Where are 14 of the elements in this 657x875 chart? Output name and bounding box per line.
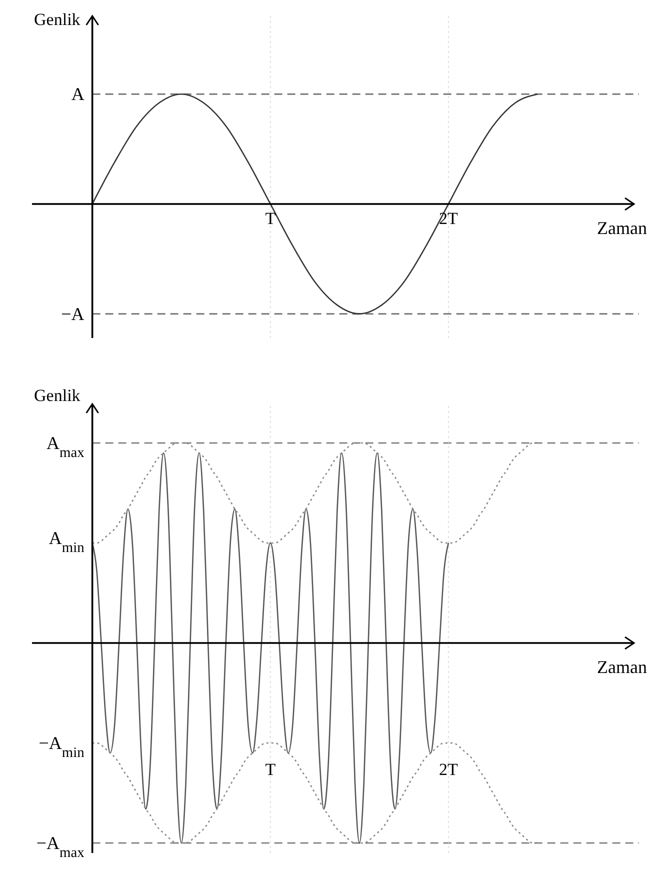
x-tick-label: T [265, 760, 276, 779]
x-tick-label: T [265, 208, 276, 228]
x-axis-title: Zaman [597, 657, 647, 677]
x-axis-title: Zaman [597, 218, 647, 238]
x-tick-label: 2T [439, 208, 459, 228]
text: −A$_{min}$ [38, 733, 84, 761]
y-axis-title: Genlik [34, 386, 81, 405]
x-tick-label: 2T [439, 760, 459, 779]
ref-line-label: A$_{max}$ [46, 433, 86, 461]
text: A$_{min}$ [48, 528, 84, 556]
ref-line-label: −A [61, 304, 84, 324]
ref-line-label: A [71, 84, 84, 104]
ref-line-label: −A$_{max}$ [36, 833, 86, 861]
y-axis-title: Genlik [34, 10, 81, 29]
